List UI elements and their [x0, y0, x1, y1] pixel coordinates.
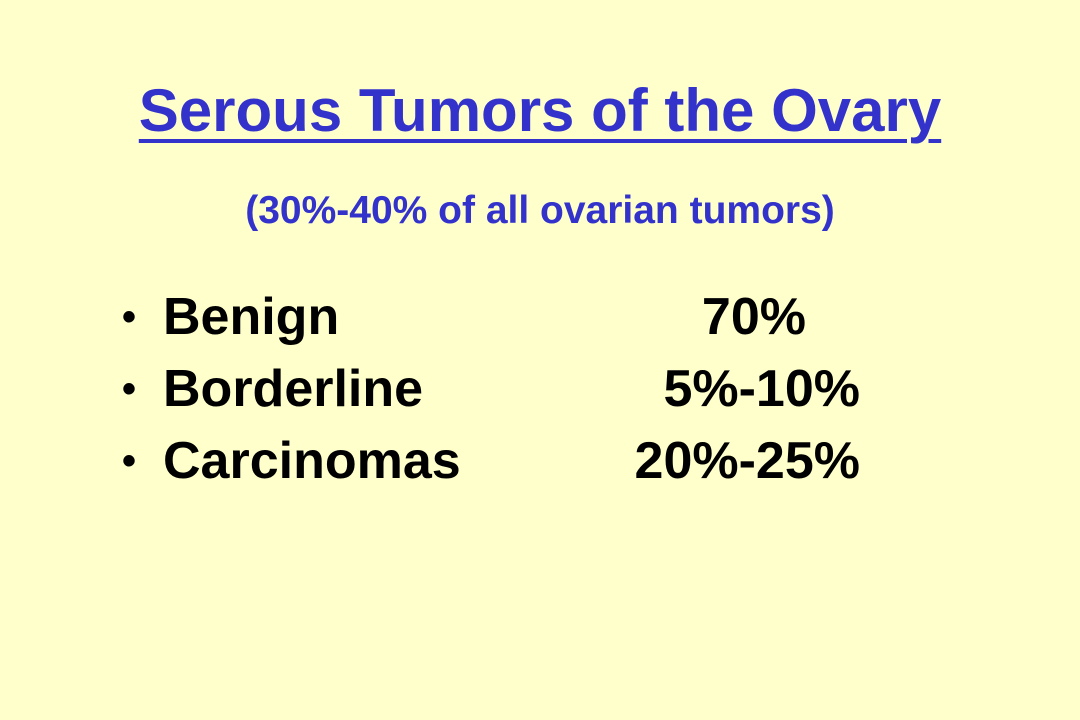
slide-subtitle: (30%-40% of all ovarian tumors) [245, 189, 835, 232]
slide-title: Serous Tumors of the Ovary [138, 77, 942, 144]
bullet-value: 5%-10% [663, 360, 860, 418]
bullet-icon: • [122, 367, 137, 411]
bullet-label: Carcinomas [163, 432, 461, 490]
bullet-item-carcinomas: • Carcinomas 20%-25% [122, 431, 902, 503]
bullet-list: • Benign 70% • Borderline 5%-10% • Carci… [122, 287, 902, 503]
bullet-label: Borderline [163, 360, 424, 418]
bullet-value: 20%-25% [634, 432, 860, 490]
bullet-item-benign: • Benign 70% [122, 287, 902, 359]
bullet-value: 70% [701, 288, 806, 346]
bullet-icon: • [122, 295, 137, 339]
bullet-icon: • [122, 439, 137, 483]
bullet-item-borderline: • Borderline 5%-10% [122, 359, 902, 431]
bullet-label: Benign [163, 288, 340, 346]
